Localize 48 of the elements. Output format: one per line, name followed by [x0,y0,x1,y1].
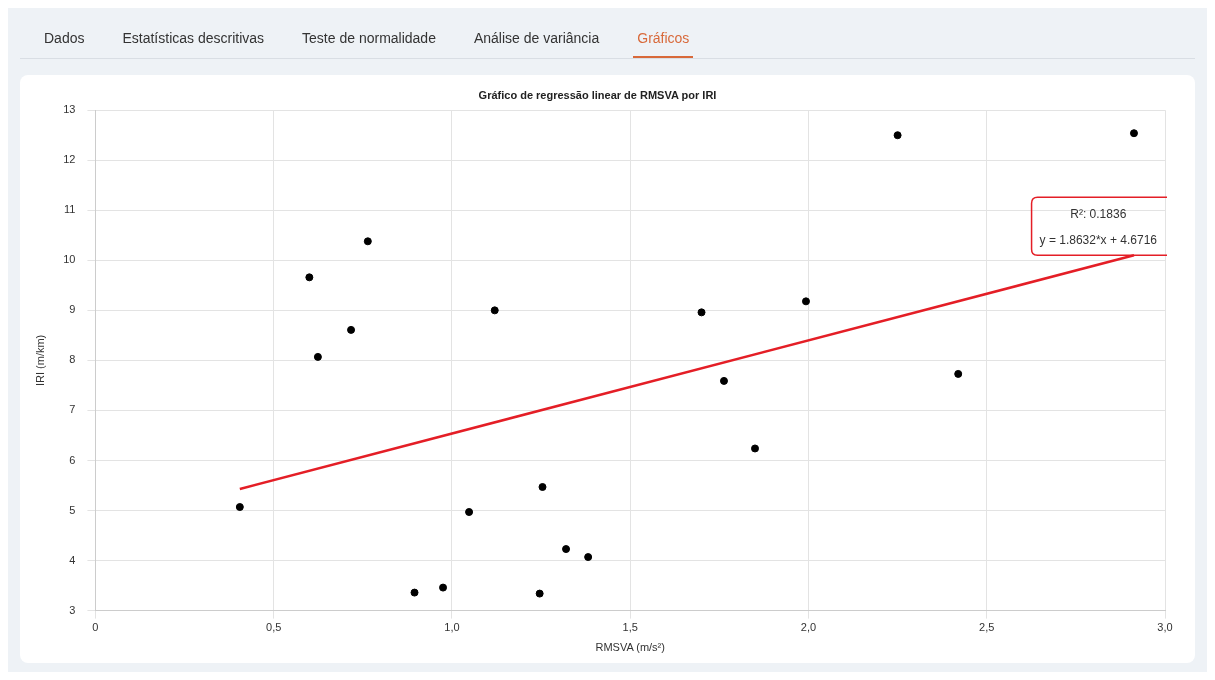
x-tick-label: 2,0 [800,621,817,634]
point [305,273,314,282]
point [490,306,499,315]
point [235,503,244,512]
x-tick-label: 2,5 [979,621,995,634]
y-tick-label: 8 [69,353,76,366]
point [893,131,902,140]
point [801,297,810,306]
text: Dados [43,30,86,48]
text: Gráficos [633,30,694,58]
text: Teste de normalidade [301,30,437,48]
x-tick-label: 0,5 [266,621,282,634]
point [439,583,448,592]
text: Estatísticas descritivas [121,30,266,48]
point [535,589,544,598]
x-tick-label: 1,0 [444,621,460,634]
point [751,444,759,453]
y-tick-label: 11 [64,203,76,216]
x-axis-title: RMSVA (m/s²) [595,641,665,654]
y-tick-label: 13 [63,103,76,116]
point [954,369,963,378]
y-tick-label: 12 [63,153,76,166]
point [410,588,419,597]
y-tick-label: 9 [69,303,76,316]
point [719,376,728,385]
point [562,545,571,554]
x-tick-label: 1,5 [622,621,638,634]
point [363,237,372,246]
point [697,308,706,317]
x-tick-label: 3,0 [1157,621,1173,634]
text: Análise de variância [472,30,601,48]
x-tick-label: 0 [92,621,99,634]
y-tick-label: 7 [69,403,76,416]
chart-title: Gráfico de regressão linear de RMSVA por IRI [478,88,717,101]
point [538,483,547,491]
point [313,352,322,361]
annotation: R²: 0.1836 [1070,206,1127,221]
y-tick-label: 3 [69,603,76,616]
y-tick-label: 6 [69,453,76,466]
annotation: y = 1.8632*x + 4.6716 [1039,232,1158,247]
y-axis-title: IRI (m/km) [33,334,46,387]
point [1129,129,1138,138]
point [347,325,356,334]
y-tick-label: 4 [69,553,76,566]
y-tick-label: 5 [69,503,76,516]
point [584,553,593,562]
y-tick-label: 10 [63,253,76,266]
point [465,508,474,517]
